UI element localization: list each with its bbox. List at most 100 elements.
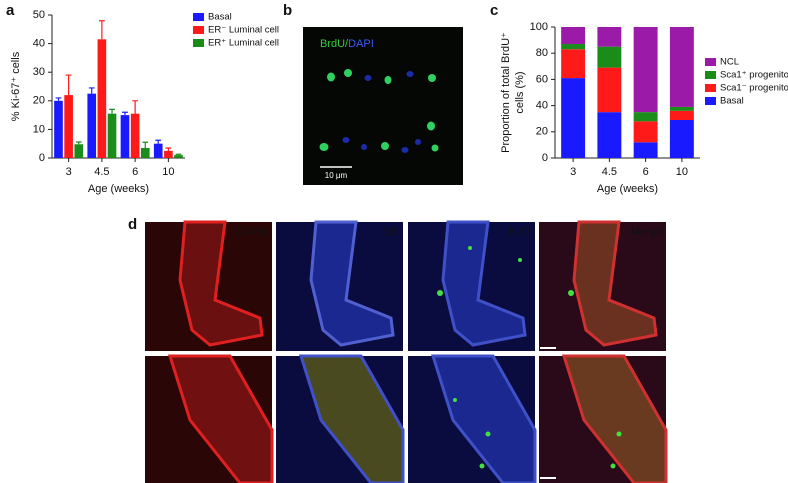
error-bar bbox=[142, 141, 149, 148]
error-bar bbox=[75, 141, 82, 145]
image-label: CD49b bbox=[234, 226, 268, 238]
legend-swatch bbox=[705, 58, 716, 66]
bar-segment bbox=[561, 78, 586, 158]
legend-swatch bbox=[705, 97, 716, 105]
duct bbox=[167, 354, 274, 483]
y-axis-title: cells (%) bbox=[514, 71, 526, 113]
x-tick-label: 10 bbox=[676, 166, 688, 178]
dapi-nuclei bbox=[342, 71, 421, 153]
bar-segment bbox=[561, 27, 586, 45]
y-tick-label: 10 bbox=[33, 123, 45, 135]
panel-letter: c bbox=[490, 2, 498, 19]
x-tick-label: 4.5 bbox=[94, 166, 109, 178]
bar bbox=[97, 39, 107, 159]
error-bar bbox=[155, 139, 162, 144]
label-part: BrdU/ bbox=[320, 38, 349, 50]
legend-label: ER⁺ Luminal cell bbox=[208, 38, 279, 49]
scale-bar-label: 10 μm bbox=[325, 171, 348, 180]
image-background bbox=[303, 27, 463, 185]
bar-segment bbox=[669, 106, 694, 111]
bar-segment bbox=[597, 67, 622, 113]
bar-segment bbox=[561, 49, 586, 79]
duct bbox=[298, 354, 405, 483]
legend-label: Sca1⁺ progenitor bbox=[720, 70, 788, 81]
y-tick-label: 20 bbox=[33, 95, 45, 107]
image-label: Ki67 bbox=[509, 226, 531, 238]
bar-segment bbox=[669, 27, 694, 107]
y-tick-label: 60 bbox=[536, 73, 548, 85]
y-tick-label: 40 bbox=[536, 100, 548, 112]
legend-swatch bbox=[705, 71, 716, 79]
error-bar bbox=[98, 20, 105, 40]
legend-swatch bbox=[193, 13, 204, 21]
y-tick-label: 30 bbox=[33, 66, 45, 78]
duct bbox=[178, 220, 264, 347]
legend-swatch bbox=[193, 26, 204, 34]
bar-segment bbox=[669, 120, 694, 158]
x-axis-title: Age (weeks) bbox=[88, 183, 149, 195]
x-tick-label: 6 bbox=[132, 166, 138, 178]
error-bar bbox=[65, 74, 72, 96]
x-axis-title: Age (weeks) bbox=[597, 183, 658, 195]
error-bar bbox=[55, 97, 62, 101]
panel-letter: b bbox=[283, 2, 292, 19]
bar bbox=[120, 115, 130, 158]
y-tick-label: 50 bbox=[33, 9, 45, 21]
x-tick-label: 10 bbox=[162, 166, 174, 178]
y-tick-label: 80 bbox=[536, 47, 548, 59]
x-tick-label: 4.5 bbox=[602, 166, 617, 178]
bar-segment bbox=[633, 121, 658, 143]
bar-segment bbox=[633, 142, 658, 158]
panel-d-images bbox=[145, 220, 668, 483]
legend-swatch bbox=[705, 84, 716, 92]
bar-segment bbox=[669, 110, 694, 121]
x-tick-label: 3 bbox=[66, 166, 72, 178]
y-tick-label: 0 bbox=[542, 152, 548, 164]
duct bbox=[572, 220, 658, 347]
bar bbox=[74, 144, 84, 158]
y-axis-title: Proportion of total BrdU⁺ bbox=[500, 32, 512, 153]
bar-segment bbox=[633, 27, 658, 113]
y-axis-title: % Ki-67⁺ cells bbox=[10, 51, 22, 121]
bar-segment bbox=[597, 112, 622, 158]
bar bbox=[140, 147, 150, 158]
duct bbox=[561, 354, 668, 483]
bar bbox=[153, 143, 163, 158]
y-tick-label: 100 bbox=[530, 21, 548, 33]
error-bar bbox=[175, 153, 182, 156]
y-tick-label: 0 bbox=[39, 152, 45, 164]
duct bbox=[309, 220, 395, 347]
panel-letter: d bbox=[128, 216, 137, 233]
x-tick-label: 6 bbox=[643, 166, 649, 178]
bar-segment bbox=[561, 44, 586, 50]
bar bbox=[130, 113, 140, 158]
y-tick-label: 20 bbox=[536, 126, 548, 138]
bar bbox=[87, 93, 97, 158]
image-label: BrdU/DAPI bbox=[320, 38, 374, 50]
legend-swatch bbox=[193, 39, 204, 47]
error-bar bbox=[165, 147, 172, 151]
panel-letter: a bbox=[6, 2, 15, 19]
legend-label: NCL bbox=[720, 57, 739, 68]
y-tick-label: 40 bbox=[33, 38, 45, 50]
legend-label: Basal bbox=[720, 96, 744, 107]
bar bbox=[64, 95, 73, 158]
bar bbox=[164, 150, 173, 158]
bar bbox=[54, 100, 63, 158]
image-label: Merge bbox=[631, 226, 662, 238]
legend-label: Basal bbox=[208, 12, 232, 23]
bar bbox=[107, 113, 117, 158]
legend-label: Sca1⁻ progenitor bbox=[720, 83, 788, 94]
legend-label: ER⁻ Luminal cell bbox=[208, 25, 279, 36]
duct bbox=[430, 354, 537, 483]
image-label: ER bbox=[384, 226, 399, 238]
x-tick-label: 3 bbox=[570, 166, 576, 178]
ki67-spots bbox=[437, 246, 622, 469]
duct bbox=[441, 220, 527, 347]
bar bbox=[174, 155, 183, 158]
error-bar bbox=[109, 108, 115, 114]
label-part: DAPI bbox=[348, 38, 374, 50]
bar-segment bbox=[597, 27, 622, 47]
error-bar bbox=[122, 111, 128, 116]
